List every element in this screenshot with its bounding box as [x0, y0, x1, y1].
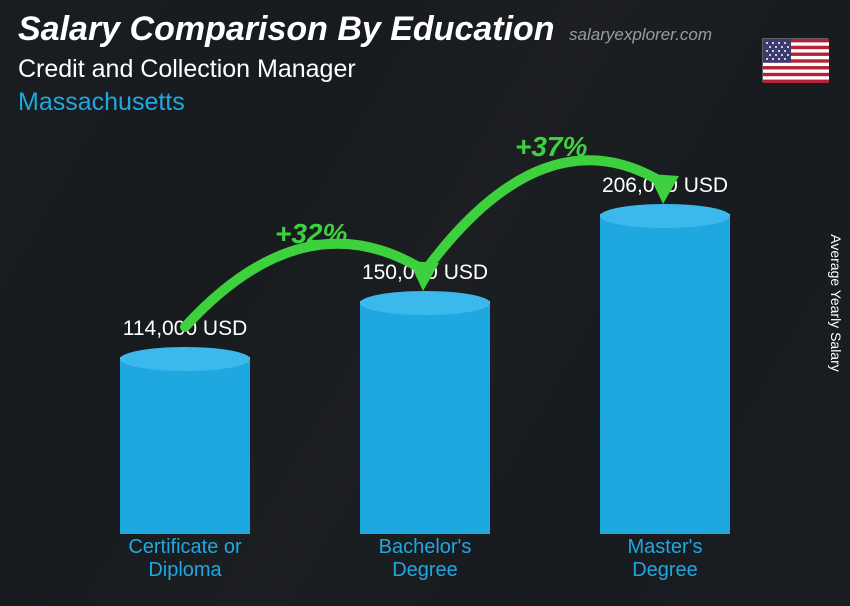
bar-label: Master'sDegree [575, 536, 755, 582]
increase-arrow-icon [385, 89, 705, 301]
increase-percent: +32% [275, 218, 347, 250]
bar: 114,000 USD [120, 357, 250, 534]
watermark: salaryexplorer.com [569, 25, 712, 44]
bar-label: Bachelor'sDegree [335, 536, 515, 582]
bar-label: Certificate orDiploma [95, 536, 275, 582]
increase-percent: +37% [515, 131, 587, 163]
chart-area: 114,000 USDCertificate orDiploma150,000 … [50, 134, 800, 584]
title: Salary Comparison By Education [18, 10, 555, 48]
flag-icon [762, 38, 828, 82]
title-row: Salary Comparison By Education salaryexp… [18, 10, 832, 49]
subtitle-job: Credit and Collection Manager [18, 55, 832, 84]
yaxis-label: Average Yearly Salary [828, 234, 844, 372]
